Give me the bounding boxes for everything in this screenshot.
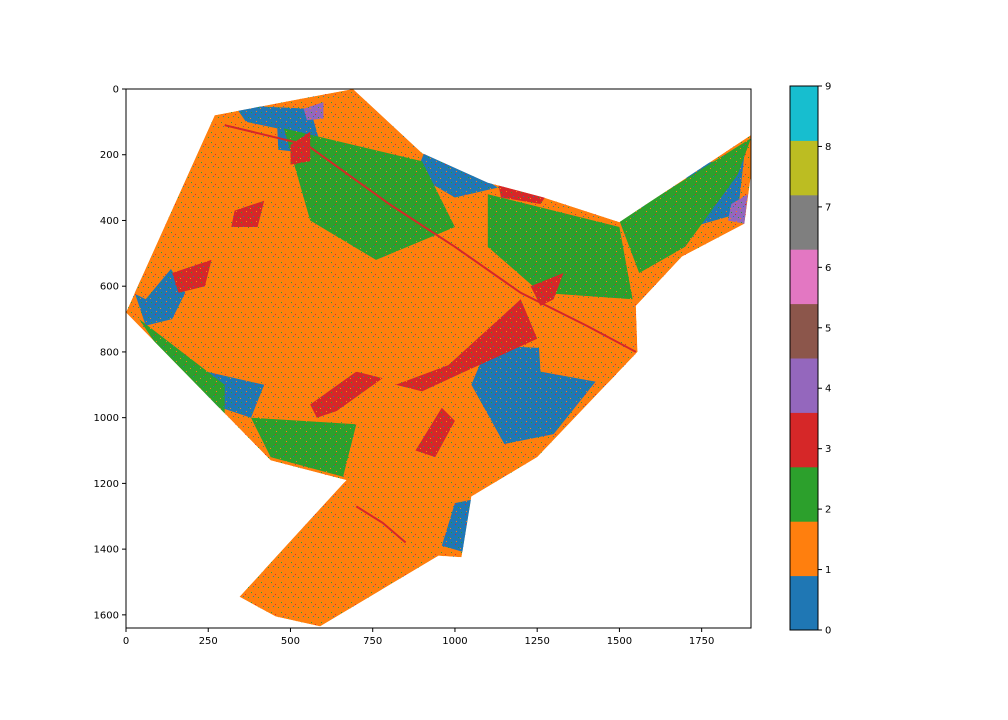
x-tick-label: 1750 <box>689 636 714 647</box>
colorbar-tick-label: 1 <box>825 565 831 576</box>
x-tick-label: 1500 <box>607 636 632 647</box>
y-tick-label: 400 <box>100 216 119 227</box>
colorbar-tick-label: 9 <box>825 82 831 93</box>
colorbar-segment-5 <box>790 303 818 359</box>
colorbar-tick-label: 8 <box>825 142 831 153</box>
y-tick-label: 200 <box>100 150 119 161</box>
colorbar-segment-4 <box>790 358 818 413</box>
x-tick-label: 1250 <box>524 636 549 647</box>
pixel-texture <box>126 89 751 627</box>
colorbar-segment-2 <box>790 466 818 522</box>
y-tick-label: 1400 <box>94 545 119 556</box>
colorbar-tick-label: 3 <box>825 444 831 455</box>
y-tick-label: 0 <box>113 85 119 96</box>
linear-feature-1 <box>355 505 407 544</box>
y-tick-label: 1200 <box>94 479 119 490</box>
colorbar-tick-label: 0 <box>825 626 831 637</box>
colorbar-segment-1 <box>790 521 818 577</box>
land-class-map <box>126 89 751 627</box>
colorbar-frame <box>789 85 819 631</box>
x-tick-label: 1000 <box>442 636 467 647</box>
colorbar: 0 1 2 3 4 5 6 7 8 9 <box>789 82 831 637</box>
linear-features <box>224 124 637 544</box>
colorbar-segment-0 <box>790 575 818 631</box>
y-tick-label: 1600 <box>94 610 119 621</box>
x-axis: 0 250 500 750 1000 1250 1500 1750 <box>123 628 714 647</box>
colorbar-tick-label: 6 <box>825 263 831 274</box>
colorbar-segment-6 <box>790 249 818 305</box>
colorbar-tick-label: 5 <box>825 323 831 334</box>
y-tick-label: 1000 <box>94 413 119 424</box>
colorbar-segment-9 <box>790 86 818 141</box>
colorbar-tick-label: 2 <box>825 505 831 516</box>
y-tick-label: 600 <box>100 282 119 293</box>
colorbar-segment-8 <box>790 140 818 196</box>
x-tick-label: 250 <box>199 636 218 647</box>
y-tick-label: 800 <box>100 347 119 358</box>
x-tick-label: 500 <box>281 636 300 647</box>
x-tick-label: 750 <box>363 636 382 647</box>
colorbar-tick-label: 4 <box>825 384 831 395</box>
plot-frame <box>125 88 752 629</box>
y-axis: 0 200 400 600 800 1000 1200 1400 1600 <box>94 85 126 621</box>
colorbar-segment-3 <box>790 412 818 468</box>
colorbar-tick-label: 7 <box>825 202 831 213</box>
x-tick-label: 0 <box>123 636 129 647</box>
linear-feature-0 <box>224 124 637 353</box>
colorbar-segment-7 <box>790 194 818 250</box>
